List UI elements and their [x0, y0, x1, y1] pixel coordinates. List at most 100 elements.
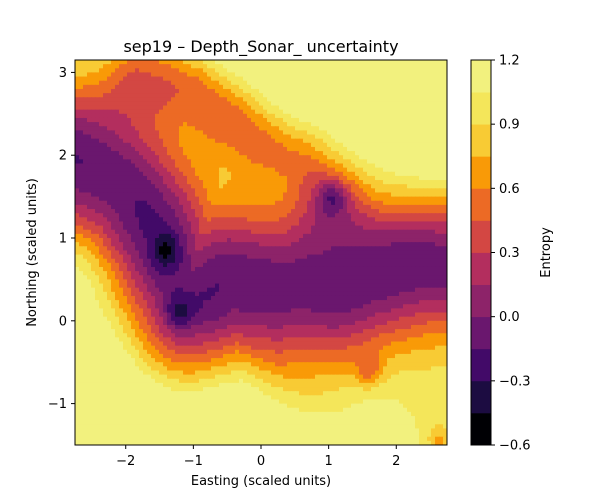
contour-cell [375, 275, 380, 281]
contour-cell [223, 196, 228, 202]
contour-cell [299, 72, 304, 78]
contour-cell [303, 275, 308, 281]
contour-cell [91, 275, 96, 281]
contour-cell [171, 262, 176, 268]
contour-cell [91, 254, 96, 260]
contour-cell [163, 122, 168, 127]
contour-cell [227, 109, 232, 115]
contour-cell [443, 155, 447, 160]
contour-cell [143, 60, 148, 65]
contour-cell [239, 163, 244, 169]
contour-cell [119, 266, 124, 272]
contour-cell [127, 204, 132, 210]
contour-cell [167, 60, 172, 65]
contour-cell [375, 105, 380, 111]
contour-cell [139, 138, 144, 144]
contour-cell [95, 250, 100, 256]
contour-cell [99, 238, 104, 243]
contour-cell [103, 250, 108, 256]
contour-cell [111, 80, 116, 86]
contour-cell [327, 76, 332, 82]
contour-cell [95, 60, 100, 65]
contour-cell [431, 229, 436, 235]
contour-cell [271, 192, 276, 198]
contour-cell [303, 254, 308, 260]
contour-cell [75, 200, 80, 206]
contour-cell [427, 64, 432, 69]
contour-cell [259, 188, 264, 194]
contour-cell [179, 80, 184, 86]
contour-cell [299, 192, 304, 198]
contour-cell [327, 60, 332, 65]
contour-cell [343, 213, 348, 218]
contour-cell [107, 279, 112, 285]
contour-cell [223, 159, 228, 165]
contour-cell [347, 225, 352, 231]
contour-cell [99, 80, 104, 86]
contour-cell [383, 271, 388, 276]
contour-cell [391, 250, 396, 256]
contour-row [75, 192, 447, 198]
contour-cell [291, 200, 296, 206]
contour-cell [227, 271, 232, 276]
contour-cell [251, 209, 256, 214]
contour-cell [199, 225, 204, 231]
contour-cell [95, 155, 100, 160]
contour-cell [271, 142, 276, 148]
contour-cell [291, 233, 296, 239]
contour-cell [199, 80, 204, 86]
contour-cell [331, 266, 336, 272]
contour-cell [215, 192, 220, 198]
contour-cell [259, 217, 264, 223]
contour-cell [339, 88, 344, 94]
contour-cell [307, 60, 312, 65]
contour-cell [171, 250, 176, 256]
contour-cell [407, 88, 412, 94]
contour-cell [79, 60, 84, 65]
contour-cell [259, 258, 264, 264]
contour-cell [283, 163, 288, 169]
contour-cell [151, 130, 156, 136]
contour-cell [287, 122, 292, 127]
contour-cell [407, 76, 412, 82]
contour-cell [223, 233, 228, 239]
contour-cell [303, 184, 308, 189]
contour-cell [291, 217, 296, 223]
contour-cell [171, 113, 176, 119]
contour-cell [287, 242, 292, 247]
contour-cell [407, 246, 412, 252]
contour-cell [159, 254, 164, 260]
contour-cell [87, 138, 92, 144]
contour-cell [335, 217, 340, 223]
contour-cell [195, 229, 200, 235]
contour-cell [427, 117, 432, 123]
contour-cell [427, 122, 432, 127]
contour-cell [275, 204, 280, 210]
contour-cell [187, 271, 192, 276]
contour-cell [179, 266, 184, 272]
contour-cell [239, 229, 244, 235]
contour-cell [75, 275, 80, 281]
contour-cell [443, 126, 447, 131]
contour-cell [255, 155, 260, 160]
contour-cell [419, 159, 424, 165]
contour-cell [379, 163, 384, 169]
contour-cell [159, 155, 164, 160]
contour-cell [271, 88, 276, 94]
contour-cell [359, 266, 364, 272]
contour-cell [347, 188, 352, 194]
contour-cell [151, 113, 156, 119]
contour-cell [199, 233, 204, 239]
contour-cell [75, 225, 80, 231]
contour-cell [115, 134, 120, 140]
contour-cell [431, 88, 436, 94]
contour-row [75, 113, 447, 119]
contour-cell [215, 242, 220, 247]
contour-cell [91, 151, 96, 156]
contour-cell [327, 180, 332, 185]
contour-cell [115, 60, 120, 65]
contour-cell [379, 271, 384, 276]
contour-cell [279, 163, 284, 169]
contour-cell [411, 184, 416, 189]
contour-cell [379, 64, 384, 69]
